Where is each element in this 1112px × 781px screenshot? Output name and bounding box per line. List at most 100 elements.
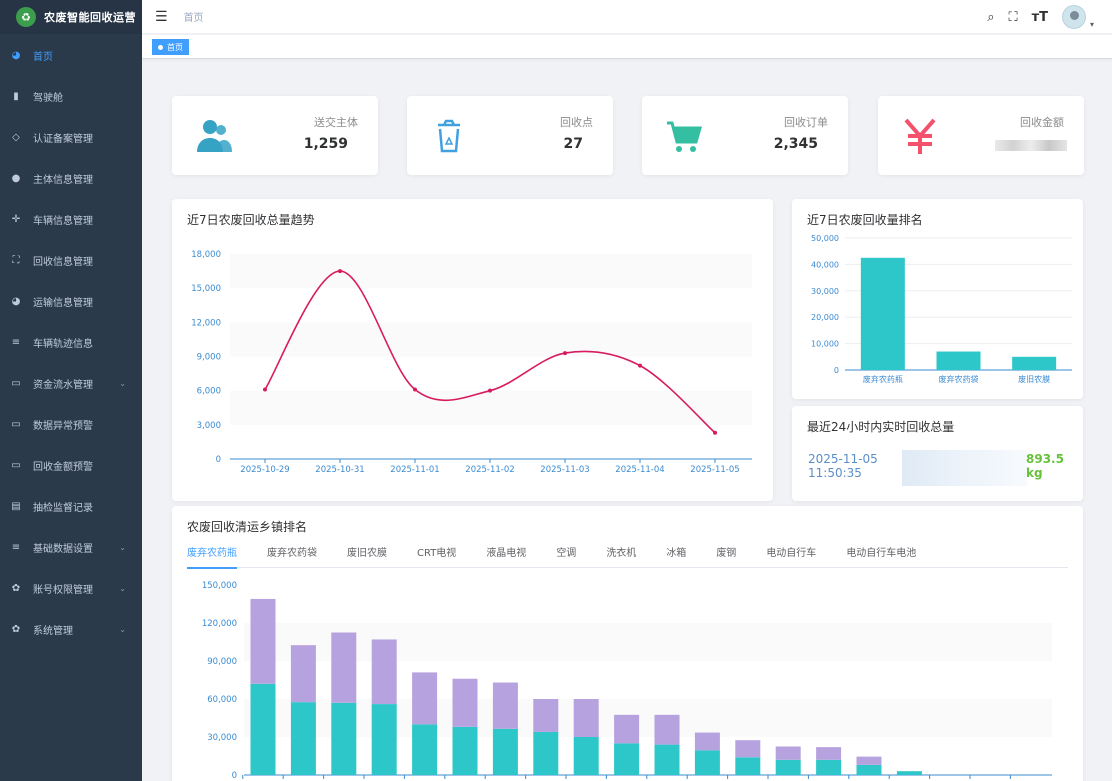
town-bar-segment [654,744,680,775]
town-bar-segment [412,672,438,725]
grid-band [230,288,752,323]
town-bar-segment [735,757,761,775]
tag-home[interactable]: 首页 [152,39,189,55]
rank-bar [860,257,905,370]
app-title: 农废智能回收运营 [44,11,136,24]
town-bar-segment [452,678,478,727]
town-ranking-card: 农废回收清运乡镇排名 废弃农药瓶 废弃农药袋 废旧农膜 CRT电视 液晶电视 空调 洗衣机 冰… [172,506,1083,781]
dashboard-icon: ◕ [11,50,21,61]
sidebar-item-label: 回收信息管理 [33,257,93,268]
sidebar-item[interactable]: ⛶ 回收信息管理 [0,240,142,281]
stat-card-orders[interactable]: 回收订单 2,345 [642,96,848,175]
navbar-right: ⌕ ⛶ ᴛT ▾ [987,0,1094,34]
rank-chart-card: 近7日农废回收量排名 0 10,000 20,000 30,000 40,000 50,0… [792,199,1083,399]
sidebar-item[interactable]: ◇ 认证备案管理 [0,117,142,158]
town-bar-segment [533,731,559,775]
list-icon: ≡ [11,542,21,553]
trend-point [563,351,567,356]
town-tab[interactable]: 液晶电视 [486,548,527,559]
monitor-icon: ▭ [11,460,21,471]
sidebar-item[interactable]: ▭ 回收金额预警 [0,445,142,486]
stat-card-amount[interactable]: 回收金额 [878,96,1084,175]
town-tab[interactable]: 电动自行车电池 [846,548,917,559]
stat-label: 回收金额 [1020,116,1064,129]
town-bar-segment [816,747,842,760]
town-tab[interactable]: 废钢 [716,548,737,559]
stat-label: 送交主体 [314,116,358,129]
town-bar-segment [775,746,801,760]
town-bar-segment [371,704,397,775]
sidebar-item[interactable]: ◕ 运输信息管理 [0,281,142,322]
sidebar-item[interactable]: ● 主体信息管理 [0,158,142,199]
y-tick-label: 0 [232,771,237,781]
town-bar-segment [856,756,882,765]
town-bar-segment [492,682,518,729]
town-tabs: 废弃农药瓶 废弃农药袋 废旧农膜 CRT电视 液晶电视 空调 洗衣机 冰箱 废钢 电动自行车 电动自… [187,546,1068,569]
y-tick-label: 10,000 [811,340,839,349]
town-bar-segment [331,702,357,775]
logo[interactable]: ♻ 农废智能回收运营 [0,0,142,34]
sidebar-item[interactable]: ✛ 车辆信息管理 [0,199,142,240]
grid-band [244,585,1052,623]
sidebar: ♻ 农废智能回收运营 ◕ 首页 ▮ 驾驶舱 ◇ 认证备案管理 ● 主体信息管理 ✛ 车辆信息管理 ⛶… [0,0,142,781]
font-size-icon[interactable]: ᴛT [1031,9,1048,25]
realtime-card: 最近24小时内实时回收总量 2025-11-05 11:50:35 893.5 … [792,406,1083,501]
trend-point [713,430,717,435]
sidebar-item[interactable]: ◕ 首页 [0,35,142,76]
breadcrumb[interactable]: 首页 [183,13,204,24]
chevron-down-icon[interactable]: ▾ [1089,19,1094,29]
realtime-amount: 893.5 kg [1026,452,1064,480]
town-tab[interactable]: 废弃农药袋 [267,548,317,559]
search-icon[interactable]: ⌕ [987,9,995,25]
avatar[interactable] [1061,5,1086,29]
town-bar-segment [573,699,599,737]
realtime-datetime: 2025-11-05 11:50:35 [808,452,878,480]
stat-card-senders[interactable]: 送交主体 1,259 [172,96,378,175]
hamburger-icon[interactable]: ☰ [155,8,168,25]
y-tick-label: 12,000 [191,318,221,328]
y-tick-label: 9,000 [197,353,221,363]
fullscreen-icon[interactable]: ⛶ [1008,9,1018,25]
users-icon [192,114,236,158]
x-tick-label: 废弃农药瓶 [863,374,903,384]
x-tick-label: 2025-11-01 [390,465,439,475]
town-bar-segment [816,759,842,775]
trend-point [338,269,342,274]
sidebar-item[interactable]: ✿ 账号权限管理 ⌄ [0,568,142,609]
sidebar-item-label: 驾驶舱 [33,93,63,104]
trend-chart-title: 近7日农废回收总量趋势 [187,213,315,227]
x-tick-label: 2025-10-31 [315,465,364,475]
sidebar-item[interactable]: ≡ 车辆轨迹信息 [0,322,142,363]
town-tab[interactable]: 废旧农膜 [347,548,387,559]
sidebar-item[interactable]: ▭ 资金流水管理 ⌄ [0,363,142,404]
stat-card-points[interactable]: 回收点 27 [407,96,613,175]
logo-icon: ♻ [16,7,36,27]
town-tab[interactable]: 电动自行车 [766,548,817,559]
grid-band [230,424,752,459]
sidebar-item[interactable]: ▤ 抽检监督记录 [0,486,142,527]
x-tick-label: 2025-11-03 [540,465,589,475]
town-tab[interactable]: 空调 [556,548,577,559]
town-tab[interactable]: CRT电视 [417,548,457,559]
stat-label: 回收订单 [784,116,828,129]
sidebar-item[interactable]: ▭ 数据异常预警 [0,404,142,445]
town-tab[interactable]: 废弃农药瓶 [187,546,237,569]
sidebar-item[interactable]: ≡ 基础数据设置 ⌄ [0,527,142,568]
trend-point [488,388,492,393]
town-bar-segment [775,759,801,775]
town-bar-segment [331,632,357,703]
y-tick-label: 18,000 [191,250,221,260]
town-tab[interactable]: 冰箱 [666,548,687,559]
sidebar-item[interactable]: ✿ 系统管理 ⌄ [0,609,142,650]
monitor-icon: ▭ [11,419,21,430]
sidebar-item[interactable]: ▮ 驾驶舱 [0,76,142,117]
document-icon: ▤ [11,501,21,512]
town-bar-segment [412,724,438,775]
yen-icon [898,114,942,158]
y-tick-label: 3,000 [197,421,221,431]
town-chart: 0 30,000 60,000 90,000 120,000 150,000 [202,581,1052,781]
town-bar-segment [250,683,276,775]
recycle-bin-icon [427,114,471,158]
realtime-masked [902,450,1027,486]
town-tab[interactable]: 洗衣机 [606,548,637,559]
